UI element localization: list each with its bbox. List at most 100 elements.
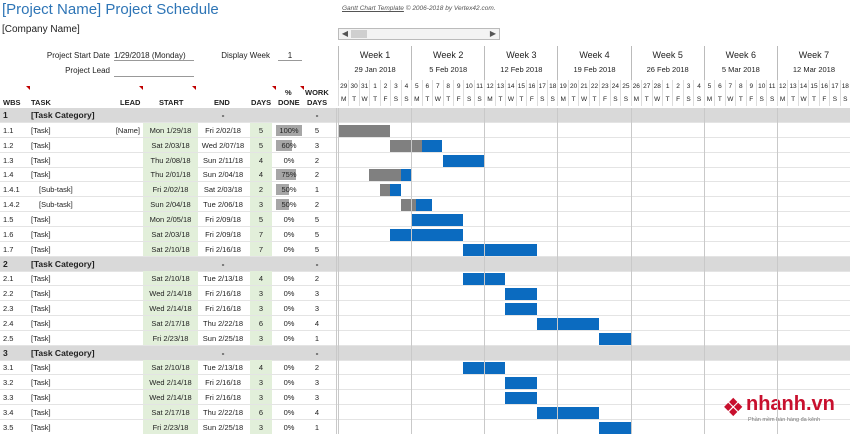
task-cell[interactable]: [Sub-task] [39,185,73,195]
percent-done-cell[interactable]: 100% [279,125,299,135]
days-cell[interactable]: 6 [258,408,264,417]
task-cell[interactable]: [Sub-task] [39,200,73,210]
percent-done-cell[interactable]: 0% [283,274,295,284]
task-cell[interactable]: [Task Category] [31,347,95,358]
days-cell[interactable]: 4 [258,170,264,180]
start-cell[interactable]: Sat 2/10/18 [151,274,190,284]
task-row[interactable]: 1.1 [Task] [Name] Mon 1/29/18 Fri 2/02/18 5 10… [0,122,850,138]
task-cell[interactable]: [Task] [31,393,51,403]
task-row[interactable]: 1.6 [Task] Sat 2/03/18 Fri 2/09/18 7 0% 5 [0,226,850,242]
days-cell[interactable]: 3 [258,422,264,432]
start-cell[interactable]: Sat 2/10/18 [151,363,190,373]
week-scrollbar[interactable]: ◀ ▶ [338,28,500,40]
display-week-field[interactable]: 1 [278,51,302,61]
category-row[interactable]: 3 [Task Category] - - [0,345,850,361]
days-cell[interactable]: 7 [258,244,264,254]
start-cell[interactable]: Wed 2/14/18 [149,289,192,299]
task-row[interactable]: 1.5 [Task] Mon 2/05/18 Fri 2/09/18 5 0% 5 [0,211,850,227]
percent-done-cell[interactable]: 50% [281,200,297,210]
percent-done-cell[interactable]: 50% [281,185,297,195]
start-cell[interactable]: Sat 2/03/18 [151,140,190,150]
task-row[interactable]: 3.3 [Task] Wed 2/14/18 Fri 2/16/18 3 0% 3 [0,390,850,406]
task-cell[interactable]: [Task Category] [31,110,95,120]
task-cell[interactable]: [Task] [31,140,51,150]
percent-done-cell[interactable]: 0% [283,155,295,165]
task-row[interactable]: 2.5 [Task] Fri 2/23/18 Sun 2/25/18 3 0% 1 [0,330,850,346]
percent-done-cell[interactable]: 0% [283,304,295,314]
credit-link[interactable]: Gantt Chart Template [342,5,404,12]
task-cell[interactable]: [Task] [31,244,51,254]
project-lead-field[interactable] [114,66,194,77]
task-row[interactable]: 1.7 [Task] Sat 2/10/18 Fri 2/16/18 7 0% 5 [0,241,850,257]
days-cell[interactable]: 3 [258,289,264,299]
task-cell[interactable]: [Task] [31,289,51,299]
task-row[interactable]: 3.4 [Task] Sat 2/17/18 Thu 2/22/18 6 0% 4 [0,405,850,420]
percent-done-cell[interactable]: 0% [283,318,295,328]
days-cell[interactable]: 3 [258,333,264,343]
task-cell[interactable]: [Task] [31,125,51,135]
start-cell[interactable]: Sat 2/10/18 [151,244,190,254]
start-cell[interactable]: Mon 1/29/18 [149,125,192,135]
task-cell[interactable]: [Task] [31,318,51,328]
start-cell[interactable]: Wed 2/14/18 [149,393,192,403]
task-cell[interactable]: [Task] [31,422,51,432]
percent-done-cell[interactable]: 60% [281,140,297,150]
task-cell[interactable]: [Task] [31,363,51,373]
task-row[interactable]: 1.2 [Task] Sat 2/03/18 Wed 2/07/18 5 60% 3 [0,137,850,153]
task-row[interactable]: 3.1 [Task] Sat 2/10/18 Tue 2/13/18 4 0% 2 [0,360,850,376]
days-cell[interactable]: 3 [258,378,264,388]
task-cell[interactable]: [Task] [31,170,51,180]
start-cell[interactable]: Fri 2/23/18 [152,333,189,343]
days-cell[interactable]: 4 [258,363,264,373]
scroll-left-icon[interactable]: ◀ [341,29,349,38]
start-cell[interactable]: Thu 2/01/18 [150,170,191,180]
lead-cell[interactable]: [Name] [115,125,140,135]
start-date-field[interactable]: 1/29/2018 (Monday) [114,51,194,61]
percent-done-cell[interactable]: 0% [283,244,295,254]
start-cell[interactable]: Wed 2/14/18 [149,304,192,314]
percent-done-cell[interactable]: 0% [283,393,295,403]
scrollbar-thumb[interactable] [351,30,367,38]
days-cell[interactable]: 4 [258,155,264,165]
task-row[interactable]: 1.4 [Task] Thu 2/01/18 Sun 2/04/18 4 75% 2 [0,167,850,183]
percent-done-cell[interactable]: 0% [283,378,295,388]
percent-done-cell[interactable]: 0% [283,229,295,239]
days-cell[interactable]: 3 [258,200,264,210]
category-row[interactable]: 1 [Task Category] - - [0,108,850,123]
days-cell[interactable]: 6 [258,318,264,328]
start-cell[interactable]: Thu 2/08/18 [150,155,191,165]
task-cell[interactable]: [Task] [31,155,51,165]
scroll-right-icon[interactable]: ▶ [489,29,497,38]
percent-done-cell[interactable]: 0% [283,408,295,417]
task-cell[interactable]: [Task] [31,304,51,314]
days-cell[interactable]: 7 [258,229,264,239]
task-row[interactable]: 1.4.2 [Sub-task] Sun 2/04/18 Tue 2/06/18 3 50… [0,197,850,213]
task-cell[interactable]: [Task] [31,274,51,284]
percent-done-cell[interactable]: 75% [281,170,297,180]
task-cell[interactable]: [Task Category] [31,258,95,269]
start-cell[interactable]: Fri 2/02/18 [152,185,189,195]
task-cell[interactable]: [Task] [31,229,51,239]
percent-done-cell[interactable]: 0% [283,289,295,299]
start-cell[interactable]: Fri 2/23/18 [152,422,189,432]
percent-done-cell[interactable]: 0% [283,422,295,432]
start-cell[interactable]: Mon 2/05/18 [149,214,192,224]
percent-done-cell[interactable]: 0% [283,333,295,343]
task-cell[interactable]: [Task] [31,214,51,224]
percent-done-cell[interactable]: 0% [283,363,295,373]
task-cell[interactable]: [Task] [31,333,51,343]
days-cell[interactable]: 3 [258,304,264,314]
days-cell[interactable]: 5 [258,125,264,135]
task-row[interactable]: 2.4 [Task] Sat 2/17/18 Thu 2/22/18 6 0% 4 [0,315,850,331]
start-cell[interactable]: Sat 2/03/18 [151,229,190,239]
days-cell[interactable]: 5 [258,140,264,150]
task-cell[interactable]: [Task] [31,408,51,417]
category-row[interactable]: 2 [Task Category] - - [0,256,850,272]
task-row[interactable]: 1.4.1 [Sub-task] Fri 2/02/18 Sat 2/03/18 2 50… [0,182,850,198]
task-row[interactable]: 2.2 [Task] Wed 2/14/18 Fri 2/16/18 3 0% 3 [0,286,850,302]
days-cell[interactable]: 4 [258,274,264,284]
task-cell[interactable]: [Task] [31,378,51,388]
start-cell[interactable]: Wed 2/14/18 [149,378,192,388]
start-cell[interactable]: Sat 2/17/18 [151,408,190,417]
days-cell[interactable]: 3 [258,393,264,403]
